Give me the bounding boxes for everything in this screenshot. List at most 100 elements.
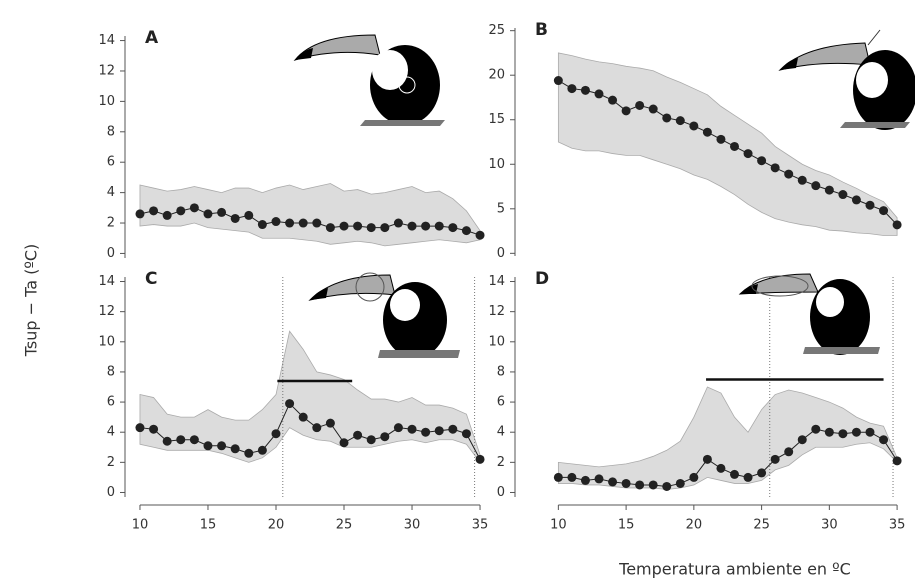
- y-tick-label: 2: [107, 455, 115, 470]
- mean-point: [892, 220, 902, 230]
- mean-point: [353, 430, 363, 440]
- mean-point: [879, 435, 889, 445]
- mean-point: [230, 444, 240, 454]
- mean-point: [580, 475, 590, 485]
- mean-point: [475, 230, 485, 240]
- toucan-d: [738, 273, 880, 355]
- mean-point: [851, 427, 861, 437]
- mean-point: [797, 175, 807, 185]
- y-tick-label: 6: [107, 395, 115, 410]
- mean-point: [448, 223, 458, 233]
- mean-point: [353, 221, 363, 231]
- mean-point: [838, 190, 848, 200]
- mean-point: [851, 195, 861, 205]
- x-tick-label: 15: [618, 518, 635, 533]
- y-tick-label: 6: [497, 395, 505, 410]
- mean-point: [149, 206, 159, 216]
- toucan-a: [293, 34, 445, 126]
- mean-point: [162, 210, 172, 220]
- mean-point: [298, 412, 308, 422]
- y-tick-label: 8: [107, 364, 115, 379]
- mean-point: [730, 141, 740, 151]
- mean-point: [448, 424, 458, 434]
- mean-point: [743, 149, 753, 159]
- mean-point: [380, 223, 390, 233]
- panel: 0 2 4 6 8 10 12 14 10 15 20 25 30 35 D: [488, 269, 905, 533]
- y-tick-label: 10: [488, 334, 505, 349]
- y-tick-label: 25: [488, 23, 505, 38]
- x-tick-label: 35: [472, 518, 489, 533]
- mean-point: [325, 223, 335, 233]
- range-band: [557, 52, 898, 236]
- y-tick-label: 8: [107, 124, 115, 139]
- mean-point: [203, 209, 213, 219]
- mean-point: [135, 209, 145, 219]
- mean-point: [757, 156, 767, 166]
- mean-point: [784, 169, 794, 179]
- mean-point: [675, 478, 685, 488]
- mean-point: [824, 185, 834, 195]
- mean-point: [865, 427, 875, 437]
- y-tick-label: 6: [107, 155, 115, 170]
- mean-point: [567, 472, 577, 482]
- y-tick-label: 8: [497, 364, 505, 379]
- x-tick-label: 10: [132, 518, 149, 533]
- y-tick-label: 0: [497, 246, 505, 261]
- y-axis-label: Tsup − Ta (ºC): [22, 244, 41, 358]
- mean-point: [757, 468, 767, 478]
- y-tick-label: 14: [98, 33, 115, 48]
- panel-label: D: [535, 269, 549, 289]
- mean-point: [162, 436, 172, 446]
- mean-point: [257, 445, 267, 455]
- mean-point: [730, 469, 740, 479]
- mean-point: [380, 432, 390, 442]
- mean-point: [865, 200, 875, 210]
- mean-point: [770, 454, 780, 464]
- y-tick-label: 2: [497, 455, 505, 470]
- mean-point: [716, 134, 726, 144]
- mean-point: [811, 181, 821, 191]
- y-tick-label: 0: [107, 246, 115, 261]
- y-tick-label: 10: [98, 94, 115, 109]
- mean-point: [230, 213, 240, 223]
- range-band: [139, 183, 481, 247]
- mean-point: [784, 447, 794, 457]
- x-tick-label: 25: [336, 518, 353, 533]
- mean-point: [325, 418, 335, 428]
- y-tick-label: 5: [497, 201, 505, 216]
- mean-point: [189, 203, 199, 213]
- mean-point: [217, 441, 227, 451]
- mean-point: [421, 427, 431, 437]
- mean-point: [461, 226, 471, 236]
- mean-point: [285, 218, 295, 228]
- y-tick-label: 14: [488, 274, 505, 289]
- mean-point: [393, 423, 403, 433]
- y-tick-label: 12: [488, 304, 505, 319]
- mean-point: [594, 474, 604, 484]
- x-tick-label: 20: [686, 518, 703, 533]
- mean-point: [648, 480, 658, 490]
- mean-point: [621, 478, 631, 488]
- y-tick-label: 10: [98, 334, 115, 349]
- mean-point: [407, 221, 417, 231]
- mean-point: [421, 221, 431, 231]
- mean-point: [461, 429, 471, 439]
- panel: 0 5 10 15 20 25 B: [488, 20, 902, 261]
- y-tick-label: 2: [107, 216, 115, 231]
- x-tick-label: 25: [753, 518, 770, 533]
- mean-point: [662, 113, 672, 123]
- mean-point: [635, 100, 645, 110]
- mean-point: [702, 454, 712, 464]
- x-tick-label: 10: [550, 518, 567, 533]
- mean-point: [621, 106, 631, 116]
- mean-point: [716, 463, 726, 473]
- mean-point: [770, 163, 780, 173]
- mean-point: [689, 472, 699, 482]
- mean-point: [608, 95, 618, 105]
- mean-point: [312, 423, 322, 433]
- mean-point: [434, 426, 444, 436]
- mean-point: [892, 456, 902, 466]
- mean-point: [176, 206, 186, 216]
- mean-point: [189, 435, 199, 445]
